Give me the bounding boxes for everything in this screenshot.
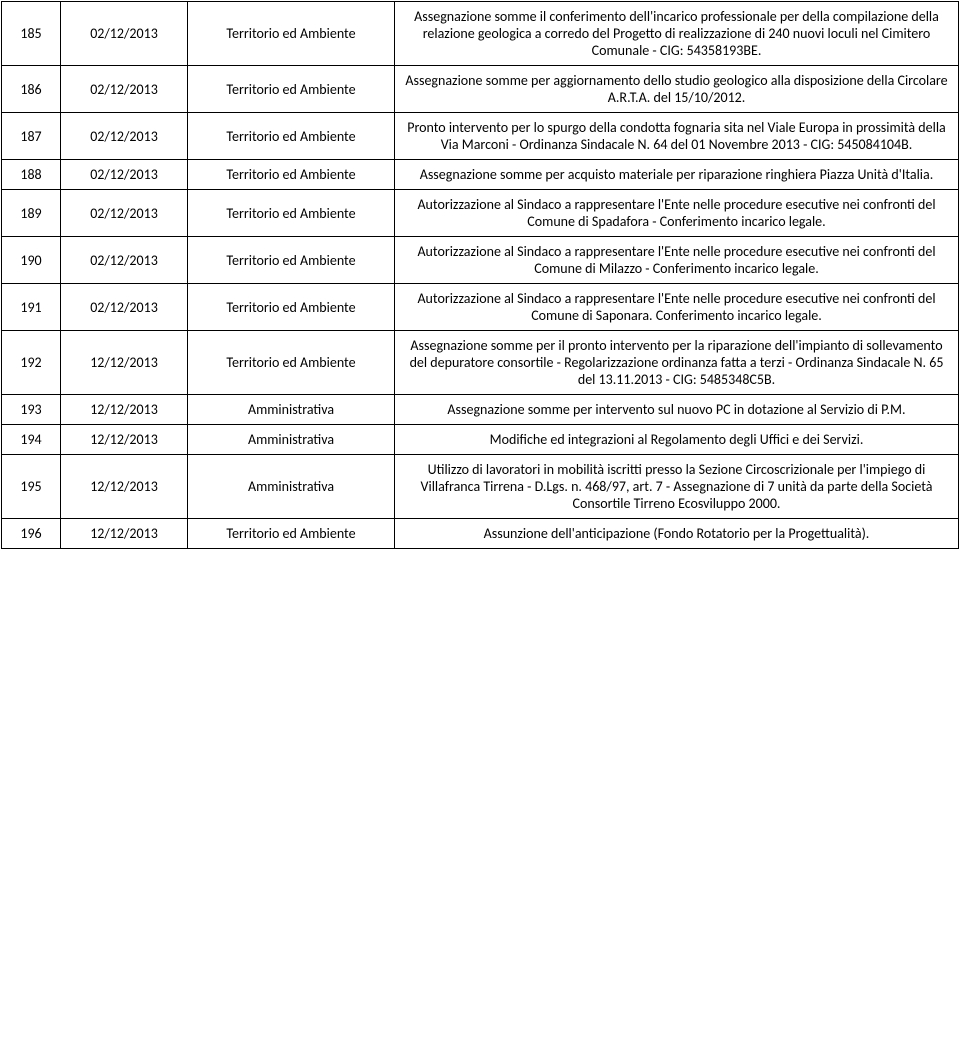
row-date: 02/12/2013 (61, 160, 188, 190)
table-row: 18902/12/2013Territorio ed AmbienteAutor… (2, 190, 959, 237)
row-number: 194 (2, 425, 61, 455)
row-number: 186 (2, 66, 61, 113)
row-area: Territorio ed Ambiente (188, 113, 395, 160)
table-row: 19412/12/2013AmministrativaModifiche ed … (2, 425, 959, 455)
table-row: 19212/12/2013Territorio ed AmbienteAsseg… (2, 331, 959, 395)
row-description: Autorizzazione al Sindaco a rappresentar… (395, 284, 959, 331)
row-date: 12/12/2013 (61, 455, 188, 519)
row-number: 193 (2, 395, 61, 425)
row-description: Assunzione dell'anticipazione (Fondo Rot… (395, 519, 959, 549)
row-number: 185 (2, 2, 61, 66)
table-row: 18502/12/2013Territorio ed AmbienteAsseg… (2, 2, 959, 66)
row-date: 12/12/2013 (61, 395, 188, 425)
row-description: Utilizzo di lavoratori in mobilità iscri… (395, 455, 959, 519)
row-number: 196 (2, 519, 61, 549)
row-area: Territorio ed Ambiente (188, 190, 395, 237)
row-description: Assegnazione somme per il pronto interve… (395, 331, 959, 395)
row-area: Territorio ed Ambiente (188, 160, 395, 190)
row-date: 02/12/2013 (61, 66, 188, 113)
table-row: 19102/12/2013Territorio ed AmbienteAutor… (2, 284, 959, 331)
row-area: Amministrativa (188, 395, 395, 425)
row-area: Territorio ed Ambiente (188, 519, 395, 549)
row-number: 187 (2, 113, 61, 160)
row-area: Territorio ed Ambiente (188, 2, 395, 66)
row-area: Territorio ed Ambiente (188, 331, 395, 395)
row-number: 190 (2, 237, 61, 284)
row-number: 188 (2, 160, 61, 190)
table-row: 19002/12/2013Territorio ed AmbienteAutor… (2, 237, 959, 284)
row-description: Autorizzazione al Sindaco a rappresentar… (395, 190, 959, 237)
row-date: 02/12/2013 (61, 190, 188, 237)
row-description: Assegnazione somme per acquisto material… (395, 160, 959, 190)
table-row: 19312/12/2013AmministrativaAssegnazione … (2, 395, 959, 425)
table-row: 19612/12/2013Territorio ed AmbienteAssun… (2, 519, 959, 549)
row-description: Assegnazione somme il conferimento dell'… (395, 2, 959, 66)
row-description: Assegnazione somme per aggiornamento del… (395, 66, 959, 113)
table-row: 19512/12/2013AmministrativaUtilizzo di l… (2, 455, 959, 519)
row-description: Modifiche ed integrazioni al Regolamento… (395, 425, 959, 455)
row-area: Amministrativa (188, 455, 395, 519)
row-number: 195 (2, 455, 61, 519)
row-area: Territorio ed Ambiente (188, 237, 395, 284)
table-row: 18602/12/2013Territorio ed AmbienteAsseg… (2, 66, 959, 113)
row-description: Pronto intervento per lo spurgo della co… (395, 113, 959, 160)
row-number: 191 (2, 284, 61, 331)
table-row: 18702/12/2013Territorio ed AmbientePront… (2, 113, 959, 160)
row-description: Autorizzazione al Sindaco a rappresentar… (395, 237, 959, 284)
row-date: 02/12/2013 (61, 2, 188, 66)
row-date: 02/12/2013 (61, 113, 188, 160)
row-date: 12/12/2013 (61, 331, 188, 395)
table-row: 18802/12/2013Territorio ed AmbienteAsseg… (2, 160, 959, 190)
row-date: 02/12/2013 (61, 237, 188, 284)
delibere-table: 18502/12/2013Territorio ed AmbienteAsseg… (1, 1, 959, 549)
row-date: 12/12/2013 (61, 519, 188, 549)
row-area: Territorio ed Ambiente (188, 66, 395, 113)
row-date: 12/12/2013 (61, 425, 188, 455)
row-number: 189 (2, 190, 61, 237)
row-area: Amministrativa (188, 425, 395, 455)
row-number: 192 (2, 331, 61, 395)
row-description: Assegnazione somme per intervento sul nu… (395, 395, 959, 425)
row-area: Territorio ed Ambiente (188, 284, 395, 331)
row-date: 02/12/2013 (61, 284, 188, 331)
